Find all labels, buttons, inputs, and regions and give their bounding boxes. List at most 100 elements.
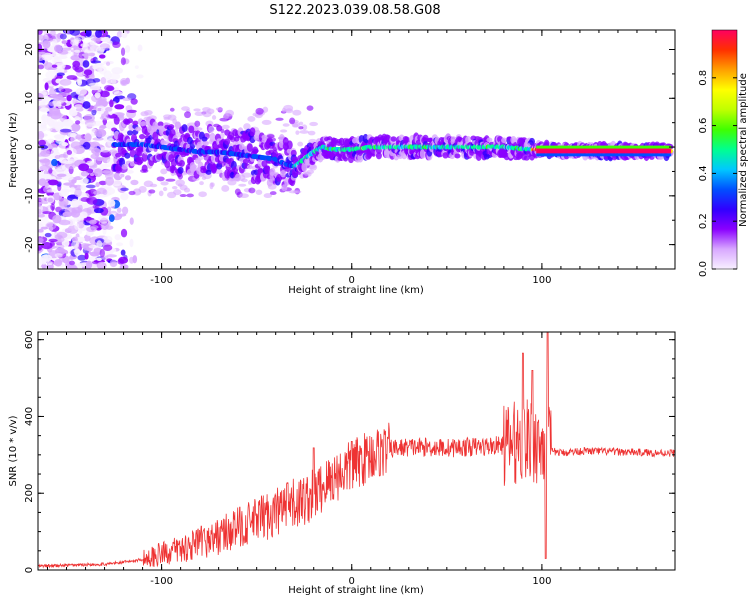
heatmap-cell — [116, 242, 124, 247]
heatmap-cell — [255, 189, 263, 195]
heatmap-cell — [124, 175, 132, 181]
heatmap-cell — [202, 141, 209, 146]
heatmap-cell — [221, 185, 230, 192]
colorbar-label: Normalized spectral amplitude — [738, 73, 749, 227]
heatmap-cell — [92, 120, 104, 126]
heatmap-cell — [58, 50, 69, 55]
heatmap-cell — [43, 116, 49, 126]
heatmap-cell — [99, 90, 110, 98]
heatmap-cell — [59, 33, 67, 40]
heatmap-cell — [94, 168, 103, 178]
heatmap-cell — [58, 219, 71, 226]
heatmap-cell — [69, 186, 76, 194]
heatmap-cell — [38, 51, 46, 55]
heatmap-cell — [76, 77, 82, 84]
heatmap-cell — [227, 179, 237, 186]
heatmap-cell — [124, 152, 131, 159]
heatmap-cell — [90, 60, 102, 64]
heatmap-cell — [63, 182, 75, 186]
heatmap-cell — [252, 146, 259, 154]
heatmap-cell — [98, 180, 108, 186]
snr-series-line — [38, 332, 675, 569]
snr-x-axis-label: Height of straight line (km) — [288, 585, 424, 596]
colorbar-gradient — [711, 29, 738, 270]
heatmap-cell — [88, 82, 99, 87]
heatmap-cell — [82, 101, 91, 109]
heatmap-cell — [390, 136, 397, 142]
heatmap-cell — [156, 176, 165, 182]
heatmap-cell — [77, 204, 83, 213]
heatmap-cell — [74, 223, 80, 230]
heatmap-cell — [160, 140, 167, 146]
heatmap-cell — [121, 206, 129, 215]
figure-title: S122.2023.039.08.58.G08 — [269, 3, 440, 18]
heatmap-cell — [208, 125, 215, 133]
heatmap-cell — [95, 30, 103, 38]
heatmap-cell — [292, 190, 302, 194]
heatmap-cell — [113, 91, 123, 96]
heatmap-cell — [141, 164, 148, 173]
heatmap-cell — [100, 221, 109, 231]
heatmap-cell — [56, 231, 68, 239]
heatmap-cell — [129, 238, 134, 248]
heatmap-cell — [201, 136, 208, 142]
heatmap-cell — [211, 115, 217, 120]
heatmap-cell — [303, 171, 310, 176]
y-tick-label: 0 — [24, 567, 35, 573]
heatmap-cell — [102, 235, 113, 243]
heatmap-cell — [85, 184, 96, 189]
heatmap-cell — [88, 244, 99, 249]
heatmap-cell — [102, 168, 114, 176]
heatmap-cell — [72, 60, 81, 68]
heatmap-cell — [306, 105, 314, 111]
heatmap-cell — [109, 259, 118, 268]
heatmap-cell — [114, 95, 126, 100]
colorbar-ticks: 0.0 0.2 0.4 0.6 0.8 — [698, 70, 737, 277]
heatmap-cell — [108, 110, 113, 116]
heatmap-cell — [298, 126, 304, 130]
heatmap-cell — [536, 148, 672, 154]
heatmap-cell — [281, 184, 288, 192]
heatmap-cell — [262, 106, 269, 113]
heatmap-cell — [114, 234, 122, 241]
heatmap-cell — [169, 107, 175, 112]
heatmap-cell — [60, 92, 69, 97]
heatmap-cell — [38, 243, 43, 250]
heatmap-cell — [54, 253, 63, 258]
heatmap-cell — [291, 123, 299, 128]
heatmap-cell — [74, 188, 82, 198]
heatmap-cell — [103, 135, 115, 143]
heatmap-cell — [99, 146, 111, 153]
heatmap-cell — [97, 216, 109, 221]
heatmap-cell — [118, 256, 129, 264]
heatmap-cell — [98, 54, 106, 59]
heatmap-cell — [38, 257, 44, 265]
heatmap-cell — [46, 127, 53, 132]
heatmap-cell — [80, 184, 87, 191]
heatmap-cell — [209, 132, 216, 143]
heatmap-cell — [193, 108, 201, 112]
heatmap-cell — [75, 107, 84, 112]
heatmap-cell — [54, 44, 63, 53]
heatmap-cell — [77, 94, 86, 101]
heatmap-cell — [59, 78, 72, 86]
heatmap-cell — [275, 117, 284, 121]
heatmap-cell — [40, 264, 49, 268]
heatmap-cell — [71, 240, 80, 249]
heatmap-cell — [73, 37, 82, 44]
heatmap-cell — [160, 181, 169, 186]
heatmap-cell — [198, 191, 207, 198]
heatmap-cell — [45, 222, 57, 230]
heatmap-cell — [66, 75, 78, 80]
heatmap-cell — [52, 214, 62, 224]
heatmap-cell — [93, 190, 101, 195]
heatmap-cell — [68, 260, 75, 266]
heatmap-cell — [375, 152, 382, 160]
heatmap-cell — [261, 160, 268, 168]
heatmap-cell — [137, 44, 143, 52]
snr-ticks: -100 0 100 0 200 400 600 — [24, 330, 676, 587]
heatmap-cell — [71, 179, 77, 184]
x-tick-label: -100 — [150, 275, 173, 286]
heatmap-cell — [96, 257, 102, 262]
